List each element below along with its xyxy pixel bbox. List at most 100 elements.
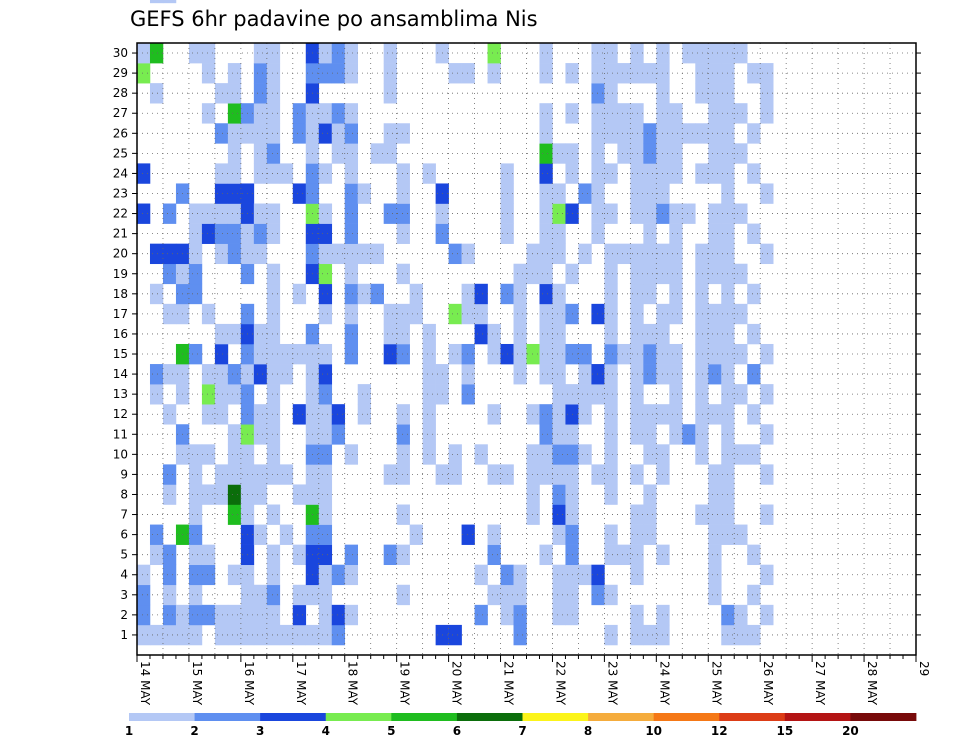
heatmap-cell: [695, 404, 709, 425]
x-tick-label: 21 MAY: [502, 661, 516, 706]
heatmap-cell: [396, 203, 410, 224]
heatmap-cell: [474, 303, 488, 325]
heatmap-cell: [695, 83, 709, 104]
heatmap-cell: [539, 364, 553, 385]
heatmap-cell: [552, 223, 566, 244]
heatmap-cell: [617, 103, 631, 124]
heatmap-cell: [162, 464, 177, 485]
heatmap-cell: [643, 263, 657, 285]
heatmap-cell: [552, 203, 566, 224]
heatmap-cell: [162, 0, 177, 4]
heatmap-cell: [669, 263, 683, 285]
heatmap-cell: [604, 43, 618, 64]
heatmap-cell: [357, 384, 371, 405]
heatmap-cell: [227, 424, 242, 445]
heatmap-cell: [188, 343, 203, 365]
heatmap-cell: [669, 123, 683, 144]
y-tick-label: 8: [120, 487, 128, 501]
x-tick-label: 14 MAY: [138, 661, 152, 706]
legend-label: 10: [645, 724, 662, 738]
heatmap-cell: [747, 163, 761, 184]
heatmap-cell: [318, 484, 333, 505]
heatmap-cell: [396, 343, 410, 365]
heatmap-cell: [331, 63, 346, 84]
heatmap-cell: [137, 604, 151, 626]
heatmap-cell: [214, 243, 229, 265]
heatmap-cell: [669, 384, 683, 405]
heatmap-cell: [708, 564, 722, 586]
y-tick-label: 20: [113, 247, 128, 261]
heatmap-cell: [188, 444, 203, 465]
heatmap-cell: [162, 604, 177, 626]
heatmap-cell: [422, 343, 436, 365]
heatmap-cell: [318, 404, 333, 425]
heatmap-cell: [552, 484, 566, 505]
heatmap-cell: [643, 283, 657, 305]
heatmap-cell: [591, 63, 605, 84]
heatmap-cell: [591, 564, 605, 586]
heatmap-cell: [331, 404, 346, 425]
heatmap-cell: [227, 103, 242, 124]
heatmap-cell: [396, 223, 410, 244]
heatmap-cell: [188, 584, 203, 606]
heatmap-cell: [344, 63, 359, 84]
legend-label: 6: [453, 724, 461, 738]
heatmap-cell: [487, 404, 501, 425]
y-tick-label: 17: [113, 307, 128, 321]
heatmap-cell: [604, 63, 618, 84]
y-tick-label: 19: [113, 267, 128, 281]
heatmap-cell: [279, 464, 294, 485]
heatmap-cell: [396, 183, 410, 204]
heatmap-cell: [552, 604, 566, 626]
heatmap-cell: [227, 624, 242, 646]
heatmap-cell: [188, 243, 203, 265]
heatmap-cell: [760, 183, 774, 204]
x-tick-label: 17 MAY: [294, 661, 308, 706]
heatmap-cell: [292, 604, 307, 626]
heatmap-cell: [266, 504, 281, 525]
heatmap-cell: [578, 564, 592, 586]
heatmap-cell: [552, 183, 566, 204]
legend-swatch: [391, 713, 458, 721]
heatmap-cell: [708, 43, 722, 64]
heatmap-cell: [747, 624, 761, 646]
heatmap-cell: [279, 343, 294, 365]
heatmap-cell: [253, 43, 268, 64]
heatmap-cell: [227, 63, 242, 84]
heatmap-cell: [448, 444, 462, 465]
legend-swatch: [653, 713, 720, 721]
heatmap-cell: [292, 123, 307, 144]
y-tick-label: 11: [113, 427, 128, 441]
heatmap-cell: [214, 343, 229, 365]
heatmap-cell: [604, 384, 618, 405]
heatmap-cell: [188, 283, 203, 305]
heatmap-cell: [643, 404, 657, 425]
heatmap-cell: [344, 43, 359, 64]
heatmap-cell: [604, 163, 618, 184]
heatmap-cell: [708, 404, 722, 425]
heatmap-cell: [539, 243, 553, 265]
heatmap-cell: [448, 63, 462, 84]
heatmap-cell: [461, 364, 475, 385]
heatmap-cell: [318, 544, 333, 566]
heatmap-cell: [487, 544, 501, 566]
y-tick-label: 10: [113, 447, 128, 461]
heatmap-cell: [539, 343, 553, 365]
heatmap-cell: [292, 624, 307, 646]
heatmap-cell: [214, 464, 229, 485]
heatmap-cell: [149, 43, 164, 64]
heatmap-cell: [539, 63, 553, 84]
heatmap-cell: [578, 183, 592, 204]
heatmap-cell: [526, 484, 540, 505]
heatmap-cell: [591, 303, 605, 325]
heatmap-cell: [318, 424, 333, 445]
heatmap-cell: [695, 364, 709, 385]
y-tick-label: 15: [113, 347, 128, 361]
heatmap-cell: [201, 444, 216, 465]
heatmap-cell: [487, 524, 501, 545]
heatmap-cell: [695, 384, 709, 405]
heatmap-cell: [331, 103, 346, 124]
heatmap-cell: [162, 263, 177, 285]
heatmap-cell: [227, 83, 242, 104]
heatmap-cell: [149, 0, 164, 4]
